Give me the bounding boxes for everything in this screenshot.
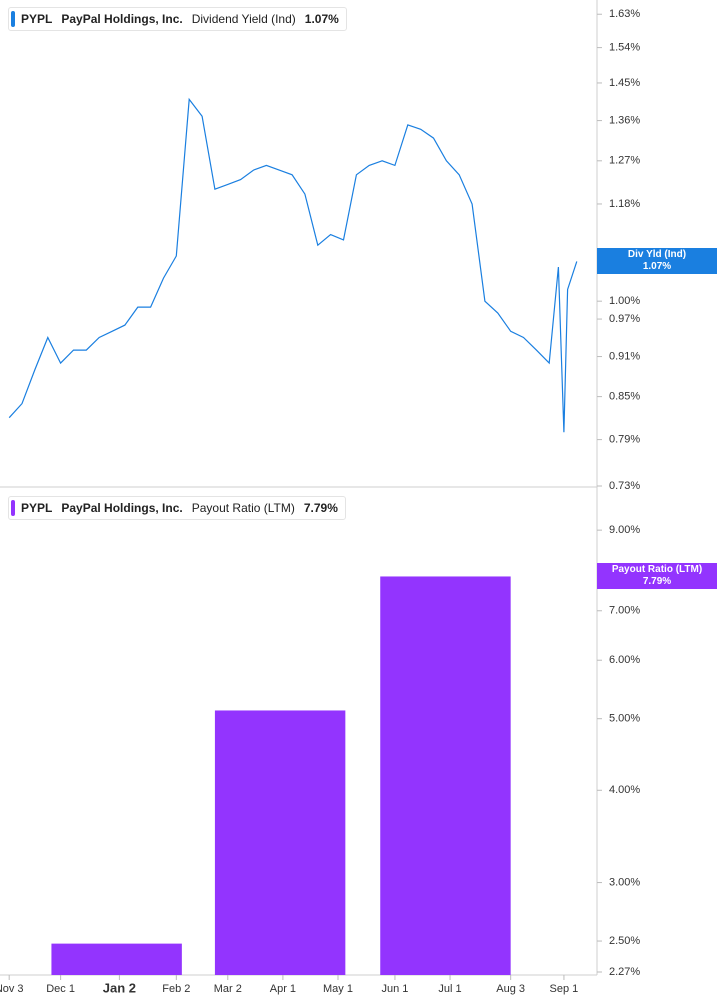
x-tick-label: Jan 2	[103, 980, 136, 995]
y-tick-label: 7.00%	[609, 605, 640, 617]
y-tick-label: 1.36%	[609, 114, 640, 126]
x-tick-label: Feb 2	[162, 983, 190, 995]
y-tick-label: 0.85%	[609, 391, 640, 403]
x-tick-label: Nov 3	[0, 983, 24, 995]
x-tick-label: Apr 1	[270, 983, 296, 995]
bar	[51, 943, 182, 975]
ticker: PYPL	[21, 12, 53, 26]
legend: PYPL PayPal Holdings, Inc. Payout Ratio …	[8, 496, 346, 520]
axis-tag-name: Div Yld (Ind)	[627, 249, 687, 261]
axis-tag-value: 7.79%	[642, 576, 672, 588]
y-tick-label: 2.50%	[609, 935, 640, 947]
x-tick-label: Sep 1	[550, 983, 579, 995]
x-tick-label: Jul 1	[438, 983, 461, 995]
y-tick-label: 1.63%	[609, 8, 640, 20]
legend-swatch	[11, 500, 15, 516]
y-tick-label: 1.00%	[609, 295, 640, 307]
x-tick-label: May 1	[323, 983, 353, 995]
axis-tag: Div Yld (Ind) 1.07%	[597, 248, 717, 275]
ticker: PYPL	[21, 501, 53, 515]
x-tick-label: Dec 1	[46, 983, 75, 995]
series-name: Dividend Yield (Ind)	[191, 12, 296, 26]
axis-tag: Payout Ratio (LTM) 7.79%	[597, 563, 717, 590]
last-value: 1.07%	[304, 12, 339, 26]
company: PayPal Holdings, Inc.	[61, 12, 183, 26]
x-tick-label: Mar 2	[214, 983, 242, 995]
y-tick-label: 0.73%	[609, 480, 640, 492]
y-tick-label: 0.91%	[609, 350, 640, 362]
y-tick-label: 0.79%	[609, 434, 640, 446]
y-tick-label: 9.00%	[609, 524, 640, 536]
series-name: Payout Ratio (LTM)	[191, 501, 295, 515]
x-tick-label: Aug 3	[496, 983, 525, 995]
company: PayPal Holdings, Inc.	[61, 501, 183, 515]
y-tick-label: 1.18%	[609, 198, 640, 210]
y-tick-label: 1.45%	[609, 77, 640, 89]
y-tick-label: 1.27%	[609, 155, 640, 167]
legend: PYPL PayPal Holdings, Inc. Dividend Yiel…	[8, 7, 347, 31]
y-tick-label: 5.00%	[609, 713, 640, 725]
y-tick-label: 6.00%	[609, 654, 640, 666]
x-tick-label: Jun 1	[381, 983, 408, 995]
y-tick-label: 0.97%	[609, 313, 640, 325]
legend-swatch	[11, 11, 15, 27]
line	[8, 97, 578, 433]
last-value: 7.79%	[303, 501, 338, 515]
bar	[214, 710, 346, 975]
y-tick-label: 3.00%	[609, 876, 640, 888]
y-tick-label: 4.00%	[609, 784, 640, 796]
bar	[380, 576, 511, 975]
y-tick-label: 2.27%	[609, 966, 640, 978]
axis-tag-value: 1.07%	[642, 261, 672, 273]
y-tick-label: 1.54%	[609, 42, 640, 54]
axis-tag-name: Payout Ratio (LTM)	[611, 564, 703, 576]
